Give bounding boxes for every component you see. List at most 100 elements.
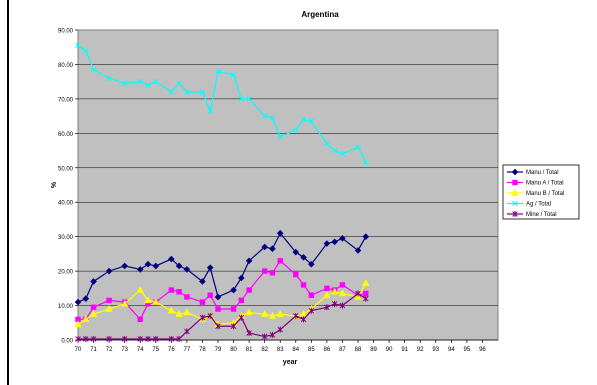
series-line xyxy=(78,259,366,321)
data-point xyxy=(106,75,112,81)
data-point xyxy=(269,245,276,253)
x-axis-label: year xyxy=(283,359,298,366)
data-point xyxy=(261,310,269,317)
data-point xyxy=(121,299,129,307)
data-point xyxy=(339,282,346,288)
x-tick-label: 75 xyxy=(152,347,159,353)
data-point xyxy=(184,328,190,335)
legend-label: Ag / Total xyxy=(526,202,551,208)
x-tick-label: 88 xyxy=(355,347,362,353)
legend-item: Manu / Total xyxy=(507,168,559,176)
data-point xyxy=(354,292,362,300)
data-point xyxy=(215,68,221,75)
data-point xyxy=(121,262,128,270)
gridlines xyxy=(78,64,498,306)
data-point xyxy=(184,89,190,95)
data-point xyxy=(214,293,222,301)
data-point xyxy=(137,335,143,342)
data-point xyxy=(277,134,283,140)
legend-label: Manu / Total xyxy=(526,170,559,176)
x-tick-label: 84 xyxy=(292,347,299,353)
data-point xyxy=(167,306,175,314)
data-point xyxy=(207,312,213,319)
x-tick-label: 70 xyxy=(75,347,82,353)
data-point xyxy=(331,147,338,154)
y-tick-label: 10.00 xyxy=(58,304,74,310)
y-tick-label: 60.00 xyxy=(58,132,74,138)
data-point xyxy=(152,262,160,270)
data-point xyxy=(511,168,519,176)
data-point xyxy=(136,266,144,273)
data-point xyxy=(300,282,307,288)
series-line xyxy=(78,292,367,340)
x-tick-label: 77 xyxy=(184,347,191,353)
data-point xyxy=(292,248,300,256)
data-point xyxy=(268,311,277,319)
data-point xyxy=(323,291,331,298)
series-manu-total xyxy=(74,229,370,306)
data-point xyxy=(75,335,81,342)
data-point xyxy=(269,270,276,276)
data-point xyxy=(207,292,213,298)
data-point xyxy=(83,47,89,54)
x-tick-label: 83 xyxy=(277,347,284,353)
data-point xyxy=(245,308,253,316)
data-point xyxy=(206,264,214,271)
data-point xyxy=(238,274,245,282)
left-frame-border xyxy=(7,0,9,385)
y-tick-label: 20.00 xyxy=(58,270,74,276)
data-point xyxy=(324,304,330,311)
data-point xyxy=(238,96,245,102)
data-point xyxy=(323,240,331,247)
data-point xyxy=(293,312,299,319)
data-point xyxy=(145,82,151,88)
data-point xyxy=(144,260,152,268)
data-point xyxy=(215,323,221,330)
y-axis-label: % xyxy=(51,181,58,188)
y-tick-label: 30.00 xyxy=(58,235,74,241)
data-point xyxy=(276,229,284,237)
data-point xyxy=(308,260,315,268)
data-point xyxy=(246,330,252,337)
data-point xyxy=(230,72,237,78)
data-point xyxy=(300,316,307,323)
legend-item: Manu B / Total xyxy=(507,188,564,197)
data-point xyxy=(90,335,97,342)
x-axis-ticks: 70 71 72 73 74 75 76 77 78 79 80 81 82 83 84 85 86 87 88 89… xyxy=(75,339,498,353)
data-point xyxy=(331,300,338,307)
data-point xyxy=(176,80,182,87)
data-point xyxy=(183,308,191,316)
data-point xyxy=(168,255,175,263)
data-point xyxy=(90,304,97,310)
y-tick-label: 90.00 xyxy=(58,29,74,35)
data-point xyxy=(184,294,190,300)
series-ag-total xyxy=(75,42,369,166)
x-tick-label: 80 xyxy=(230,347,237,353)
plot-area xyxy=(77,29,499,341)
data-point xyxy=(246,287,252,293)
x-tick-label: 96 xyxy=(479,347,486,353)
legend-label: Manu A / Total xyxy=(526,181,564,187)
series-line xyxy=(77,232,367,303)
y-axis-ticks: 0.00 10.00 20.00 30.00 40.00 50.00 60.00 70.00 8… xyxy=(58,29,78,345)
x-tick-label: 82 xyxy=(261,347,268,353)
data-point xyxy=(230,306,237,312)
data-point xyxy=(362,233,370,240)
data-point xyxy=(261,243,268,251)
data-point xyxy=(362,279,370,286)
data-point xyxy=(276,310,284,317)
x-tick-label: 94 xyxy=(448,347,455,353)
data-point xyxy=(363,295,369,302)
series-manu-a-total xyxy=(75,258,369,323)
data-point xyxy=(168,287,175,293)
data-point xyxy=(121,80,128,87)
chart-title: Argentina xyxy=(301,10,339,19)
data-point xyxy=(230,286,237,294)
data-point xyxy=(331,287,339,295)
data-point xyxy=(308,118,315,125)
y-tick-label: 80.00 xyxy=(58,63,74,69)
data-point xyxy=(175,310,183,317)
data-point xyxy=(90,66,97,73)
x-tick-label: 78 xyxy=(199,347,206,353)
